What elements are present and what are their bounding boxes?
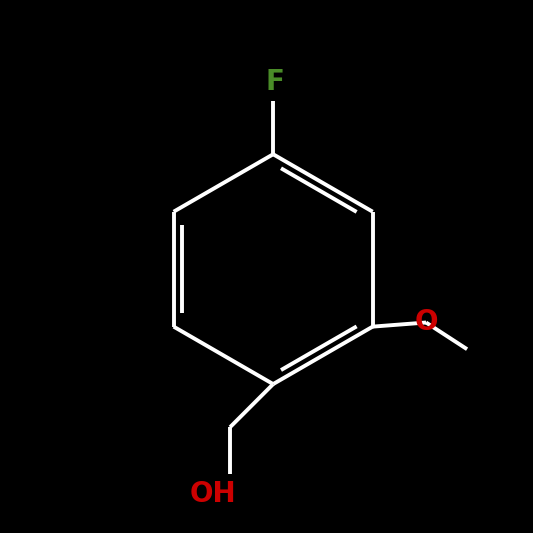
Text: F: F <box>266 68 285 96</box>
Text: O: O <box>414 308 438 336</box>
Text: OH: OH <box>190 480 236 508</box>
